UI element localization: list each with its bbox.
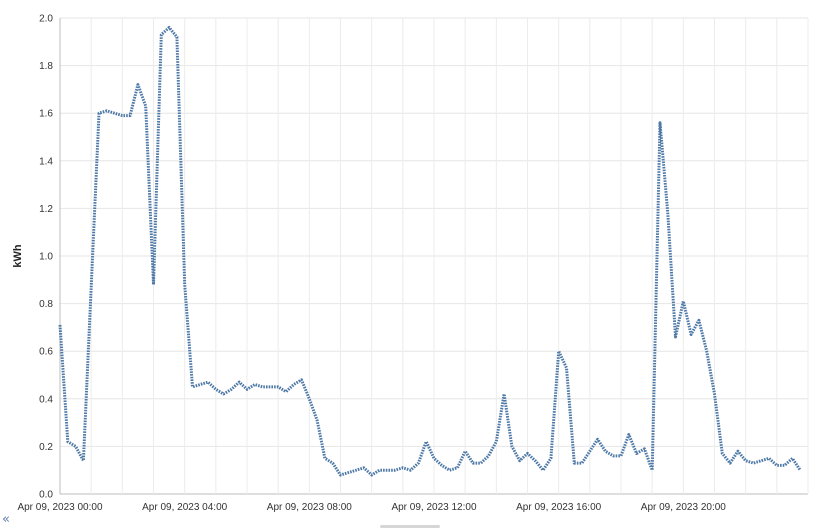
y-tick-label: 1.2 bbox=[39, 204, 53, 215]
x-tick-label: Apr 09, 2023 16:00 bbox=[516, 502, 602, 513]
y-tick-label: 0.4 bbox=[39, 394, 53, 405]
x-tick-label: Apr 09, 2023 04:00 bbox=[142, 502, 228, 513]
y-tick-label: 1.6 bbox=[39, 109, 53, 120]
y-tick-label: 2.0 bbox=[39, 14, 53, 25]
y-tick-label: 0.8 bbox=[39, 299, 53, 310]
grid bbox=[59, 17, 809, 495]
y-tick-label: 0.0 bbox=[39, 490, 53, 501]
y-tick-label: 0.6 bbox=[39, 347, 53, 358]
scroll-handle[interactable] bbox=[380, 525, 440, 528]
series-line bbox=[58, 26, 802, 477]
x-tick-label: Apr 09, 2023 08:00 bbox=[267, 502, 353, 513]
y-tick-label: 1.4 bbox=[39, 156, 53, 167]
plot-area bbox=[58, 26, 802, 477]
x-tick-label: Apr 09, 2023 20:00 bbox=[641, 502, 727, 513]
y-tick-label: 1.0 bbox=[39, 252, 53, 263]
y-axis-title: kWh bbox=[12, 244, 24, 268]
x-tick-label: Apr 09, 2023 00:00 bbox=[17, 502, 103, 513]
x-axis: Apr 09, 2023 00:00 Apr 09, 2023 04:00 Apr … bbox=[17, 502, 726, 513]
collapse-panel-icon[interactable]: « bbox=[2, 512, 10, 527]
y-axis: 0.0 0.2 0.4 0.6 0.8 1.0 1.2 1.4 1.6 1.8 2.0 bbox=[39, 14, 53, 501]
y-tick-label: 1.8 bbox=[39, 61, 53, 72]
y-tick-label: 0.2 bbox=[39, 442, 53, 453]
x-tick-label: Apr 09, 2023 12:00 bbox=[391, 502, 477, 513]
